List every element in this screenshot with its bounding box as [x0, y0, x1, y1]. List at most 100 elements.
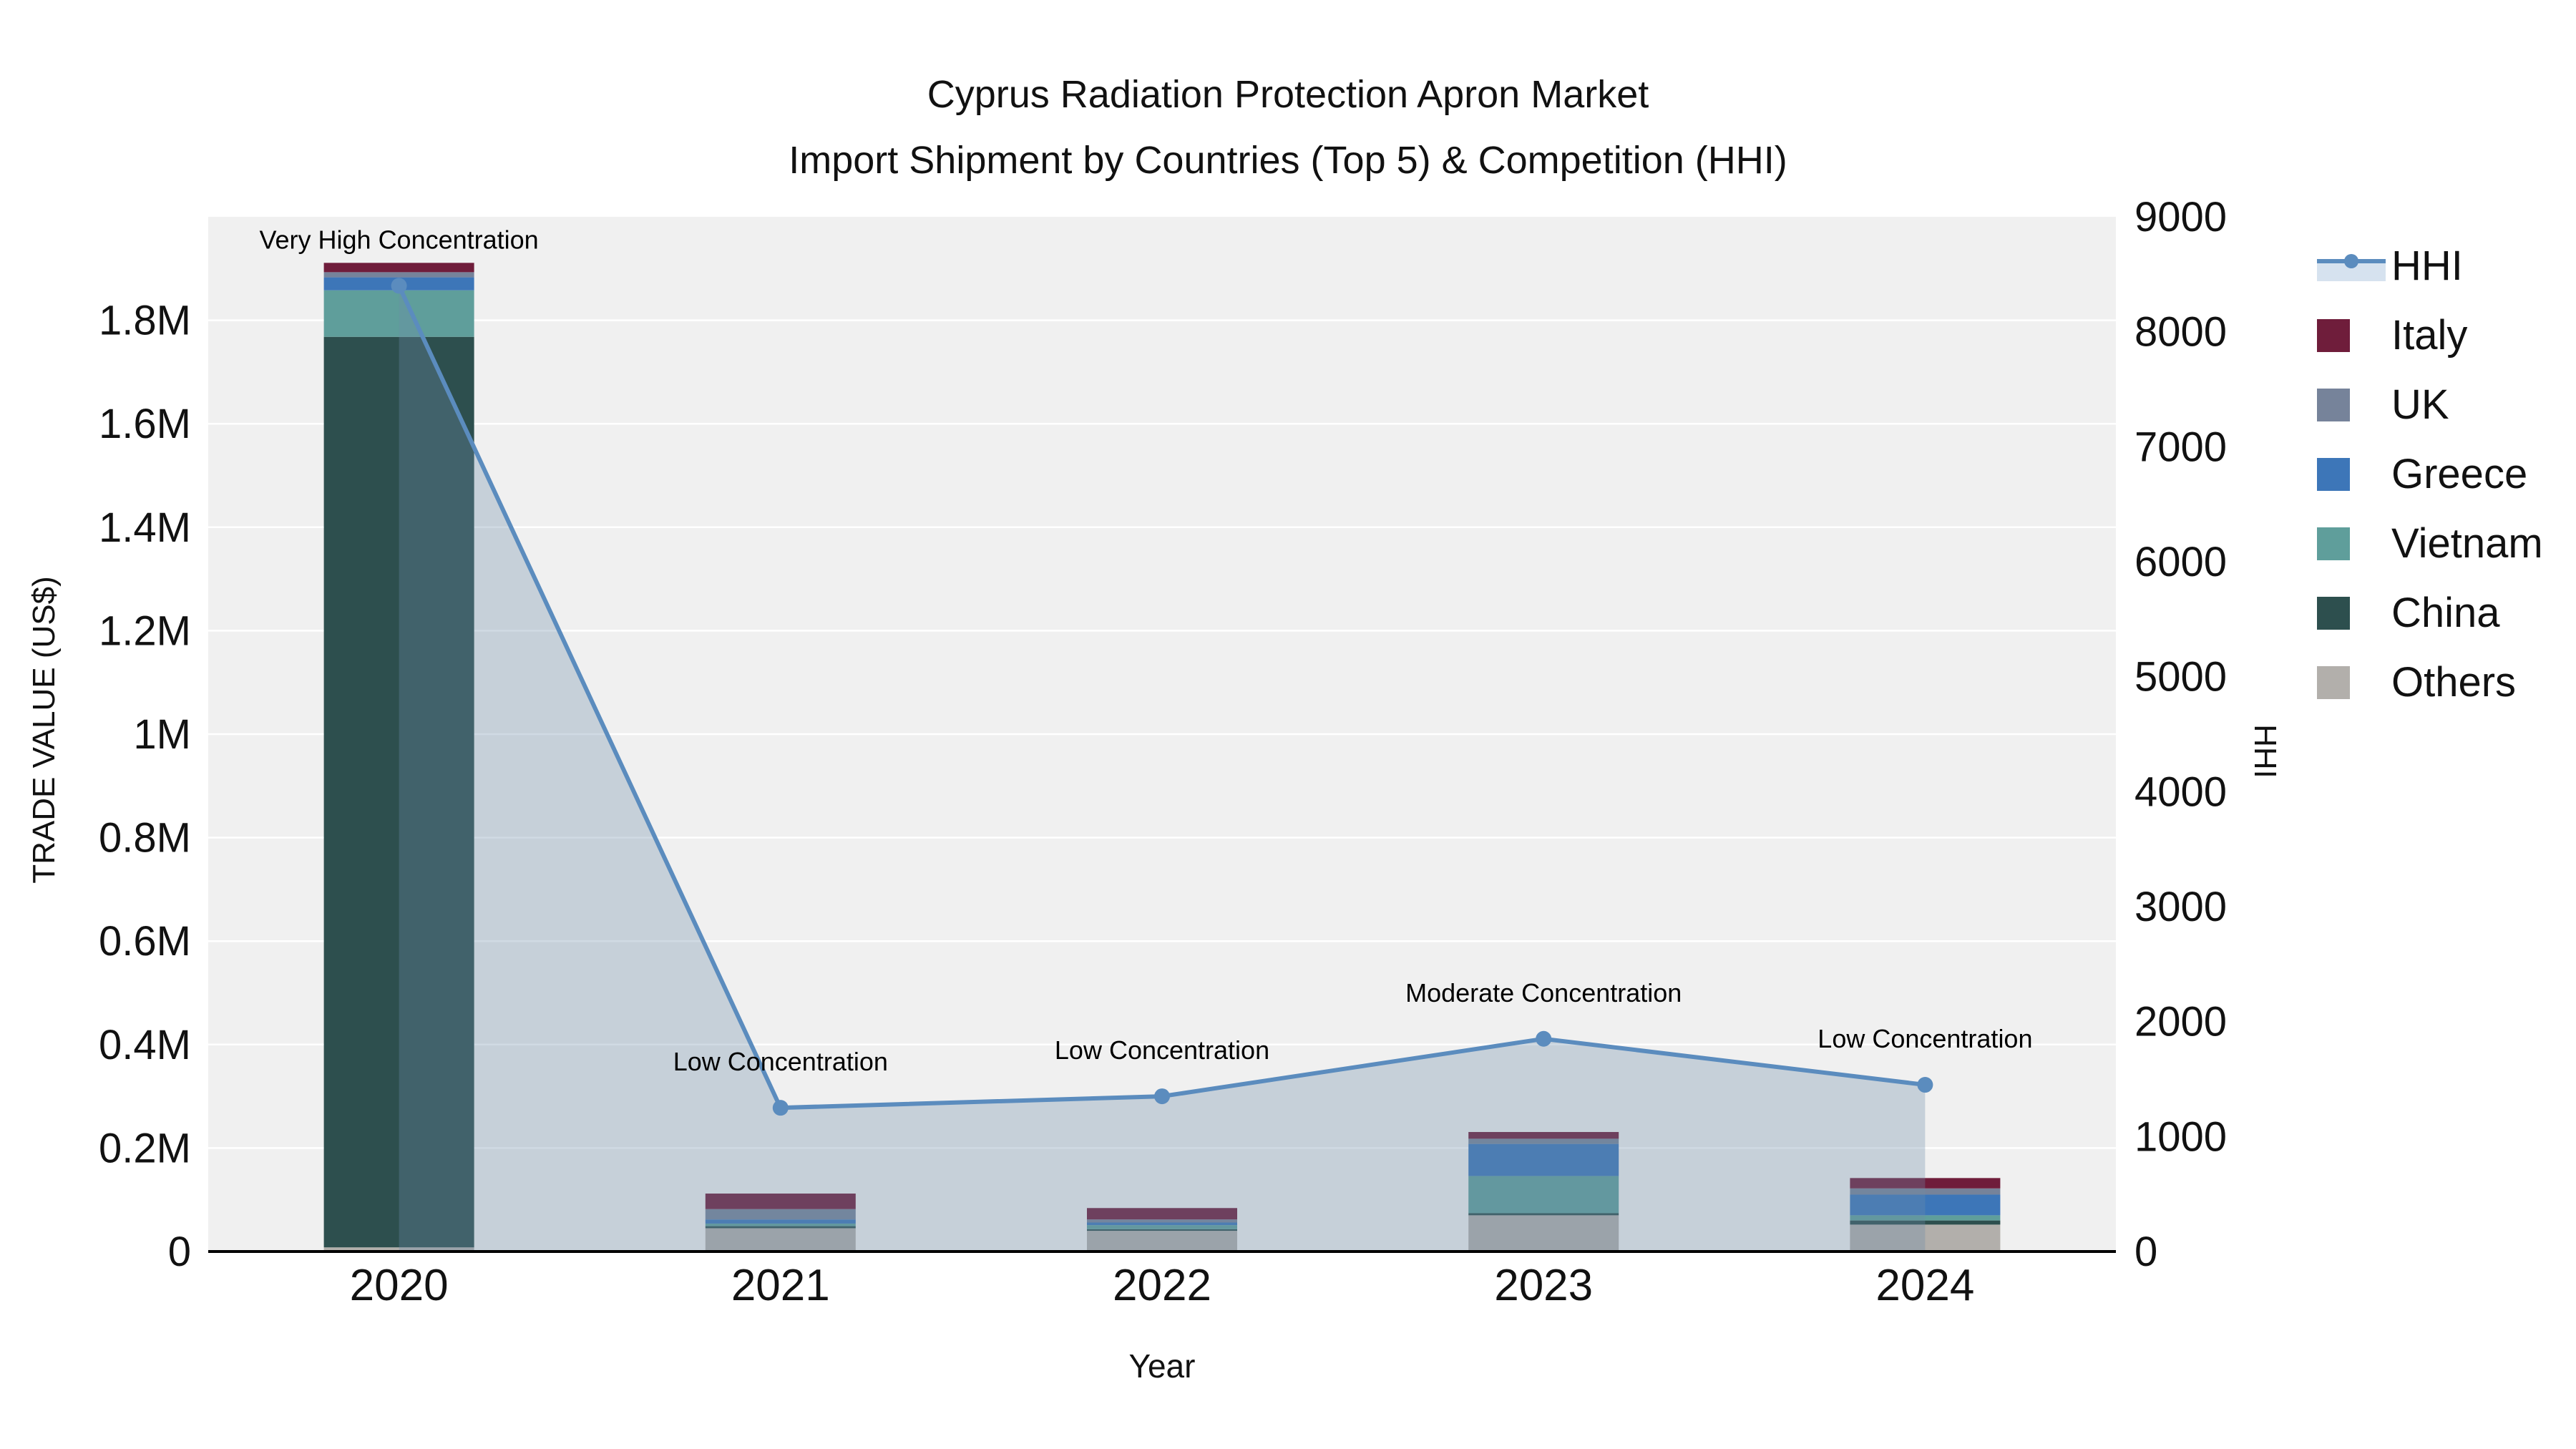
bar-segment-uk-2022	[1087, 1219, 1237, 1223]
legend-label: Italy	[2391, 312, 2468, 358]
y-left-tick-label: 0.4M	[99, 1022, 191, 1068]
chart-title-line1: Cyprus Radiation Protection Apron Market	[927, 73, 1649, 116]
y-left-tick-label: 1M	[133, 711, 191, 758]
annotation-2020: Very High Concentration	[259, 225, 538, 254]
hhi-marker-2023	[1536, 1030, 1552, 1047]
bar-segment-greece-2022	[1087, 1222, 1237, 1226]
legend-swatch-slot	[2317, 250, 2391, 283]
bar-segment-uk-2021	[705, 1209, 856, 1220]
bar-segment-uk-2023	[1468, 1138, 1619, 1144]
legend-item-greece[interactable]: Greece	[2317, 450, 2543, 498]
y-axis-title-right: HHI	[2248, 724, 2283, 779]
y-right-tick-label: 7000	[2135, 424, 2227, 470]
x-tick-label-2022: 2022	[1113, 1261, 1211, 1310]
legend-label: UK	[2391, 381, 2449, 428]
bar-segment-vietnam-2020	[323, 290, 474, 337]
legend-color-swatch-icon	[2317, 527, 2350, 560]
bar-segment-others-2020	[323, 1247, 474, 1252]
x-tick-label-2024: 2024	[1875, 1261, 1974, 1310]
bar-segment-greece-2021	[705, 1219, 856, 1224]
legend-color-swatch-icon	[2317, 457, 2350, 491]
bar-segment-vietnam-2023	[1468, 1176, 1619, 1214]
hhi-marker-2021	[772, 1100, 789, 1116]
bar-segment-italy-2021	[705, 1194, 856, 1209]
legend-item-hhi[interactable]: HHI	[2317, 242, 2543, 290]
y-right-tick-label: 4000	[2135, 769, 2227, 815]
y-left-tick-label: 0	[168, 1229, 191, 1275]
bar-segment-others-2021	[705, 1228, 856, 1252]
bar-segment-greece-2023	[1468, 1143, 1619, 1176]
bar-segment-china-2021	[705, 1226, 856, 1229]
legend-color-swatch-icon	[2317, 318, 2350, 352]
legend-swatch-slot	[2317, 665, 2391, 699]
x-tick-label-2023: 2023	[1494, 1261, 1593, 1310]
legend: HHI Italy UK Greece Vietnam China Others	[2317, 242, 2543, 706]
y-left-tick-label: 1.4M	[99, 504, 191, 551]
y-right-tick-label: 0	[2135, 1229, 2157, 1275]
bar-segment-uk-2024	[1850, 1188, 2001, 1195]
legend-item-others[interactable]: Others	[2317, 658, 2543, 706]
y-right-tick-label: 6000	[2135, 539, 2227, 585]
bar-segment-italy-2020	[323, 263, 474, 273]
bar-segment-italy-2024	[1850, 1178, 2001, 1189]
bar-segment-china-2024	[1850, 1220, 2001, 1225]
legend-line-swatch-icon	[2317, 253, 2386, 281]
bar-segment-vietnam-2024	[1850, 1215, 2001, 1221]
y-right-tick-label: 3000	[2135, 884, 2227, 930]
legend-item-italy[interactable]: Italy	[2317, 311, 2543, 359]
bar-segment-china-2022	[1087, 1229, 1237, 1231]
x-tick-label-2021: 2021	[731, 1261, 830, 1310]
bar-segment-china-2023	[1468, 1213, 1619, 1216]
legend-color-swatch-icon	[2317, 596, 2350, 630]
bar-segment-vietnam-2022	[1087, 1225, 1237, 1229]
legend-swatch-slot	[2317, 457, 2391, 491]
bar-segment-others-2023	[1468, 1215, 1619, 1252]
y-right-tick-label: 9000	[2135, 194, 2227, 240]
bar-segment-china-2020	[323, 336, 474, 1248]
y-right-tick-label: 8000	[2135, 309, 2227, 356]
annotation-2021: Low Concentration	[673, 1047, 888, 1076]
legend-swatch-slot	[2317, 527, 2391, 560]
hhi-marker-2022	[1154, 1088, 1170, 1105]
y-left-tick-label: 1.6M	[99, 401, 191, 447]
bar-segment-uk-2020	[323, 272, 474, 278]
legend-swatch-slot	[2317, 388, 2391, 421]
legend-swatch-slot	[2317, 318, 2391, 352]
bar-segment-vietnam-2021	[705, 1223, 856, 1226]
hhi-marker-2020	[391, 278, 407, 294]
legend-item-china[interactable]: China	[2317, 589, 2543, 637]
bar-segment-others-2022	[1087, 1231, 1237, 1252]
y-left-tick-label: 0.2M	[99, 1125, 191, 1171]
bar-segment-italy-2022	[1087, 1208, 1237, 1220]
legend-label: HHI	[2391, 243, 2463, 289]
y-left-tick-label: 0.8M	[99, 815, 191, 862]
legend-swatch-slot	[2317, 596, 2391, 630]
legend-label: Others	[2391, 659, 2517, 706]
annotation-2024: Low Concentration	[1818, 1024, 2032, 1053]
legend-item-uk[interactable]: UK	[2317, 381, 2543, 429]
legend-label: Greece	[2391, 451, 2528, 497]
y-left-tick-label: 0.6M	[99, 918, 191, 965]
y-left-tick-label: 1.8M	[99, 298, 191, 344]
legend-color-swatch-icon	[2317, 665, 2350, 699]
chart-title-line2: Import Shipment by Countries (Top 5) & C…	[789, 139, 1787, 182]
y-right-tick-label: 5000	[2135, 654, 2227, 701]
bar-segment-greece-2024	[1850, 1194, 2001, 1216]
legend-label: China	[2391, 590, 2500, 636]
legend-color-swatch-icon	[2317, 388, 2350, 421]
y-left-tick-label: 1.2M	[99, 608, 191, 654]
legend-label: Vietnam	[2391, 520, 2543, 567]
annotation-2023: Moderate Concentration	[1405, 978, 1682, 1008]
y-right-tick-label: 2000	[2135, 999, 2227, 1045]
bar-segment-italy-2023	[1468, 1131, 1619, 1139]
x-axis-title: Year	[1128, 1347, 1196, 1385]
annotation-2022: Low Concentration	[1055, 1035, 1269, 1065]
y-right-tick-label: 1000	[2135, 1113, 2227, 1160]
legend-item-vietnam[interactable]: Vietnam	[2317, 519, 2543, 567]
bar-segment-others-2024	[1850, 1224, 2001, 1252]
y-axis-title-left: TRADE VALUE (US$)	[26, 576, 62, 884]
x-tick-label-2020: 2020	[350, 1261, 449, 1310]
hhi-marker-2024	[1917, 1077, 1933, 1093]
